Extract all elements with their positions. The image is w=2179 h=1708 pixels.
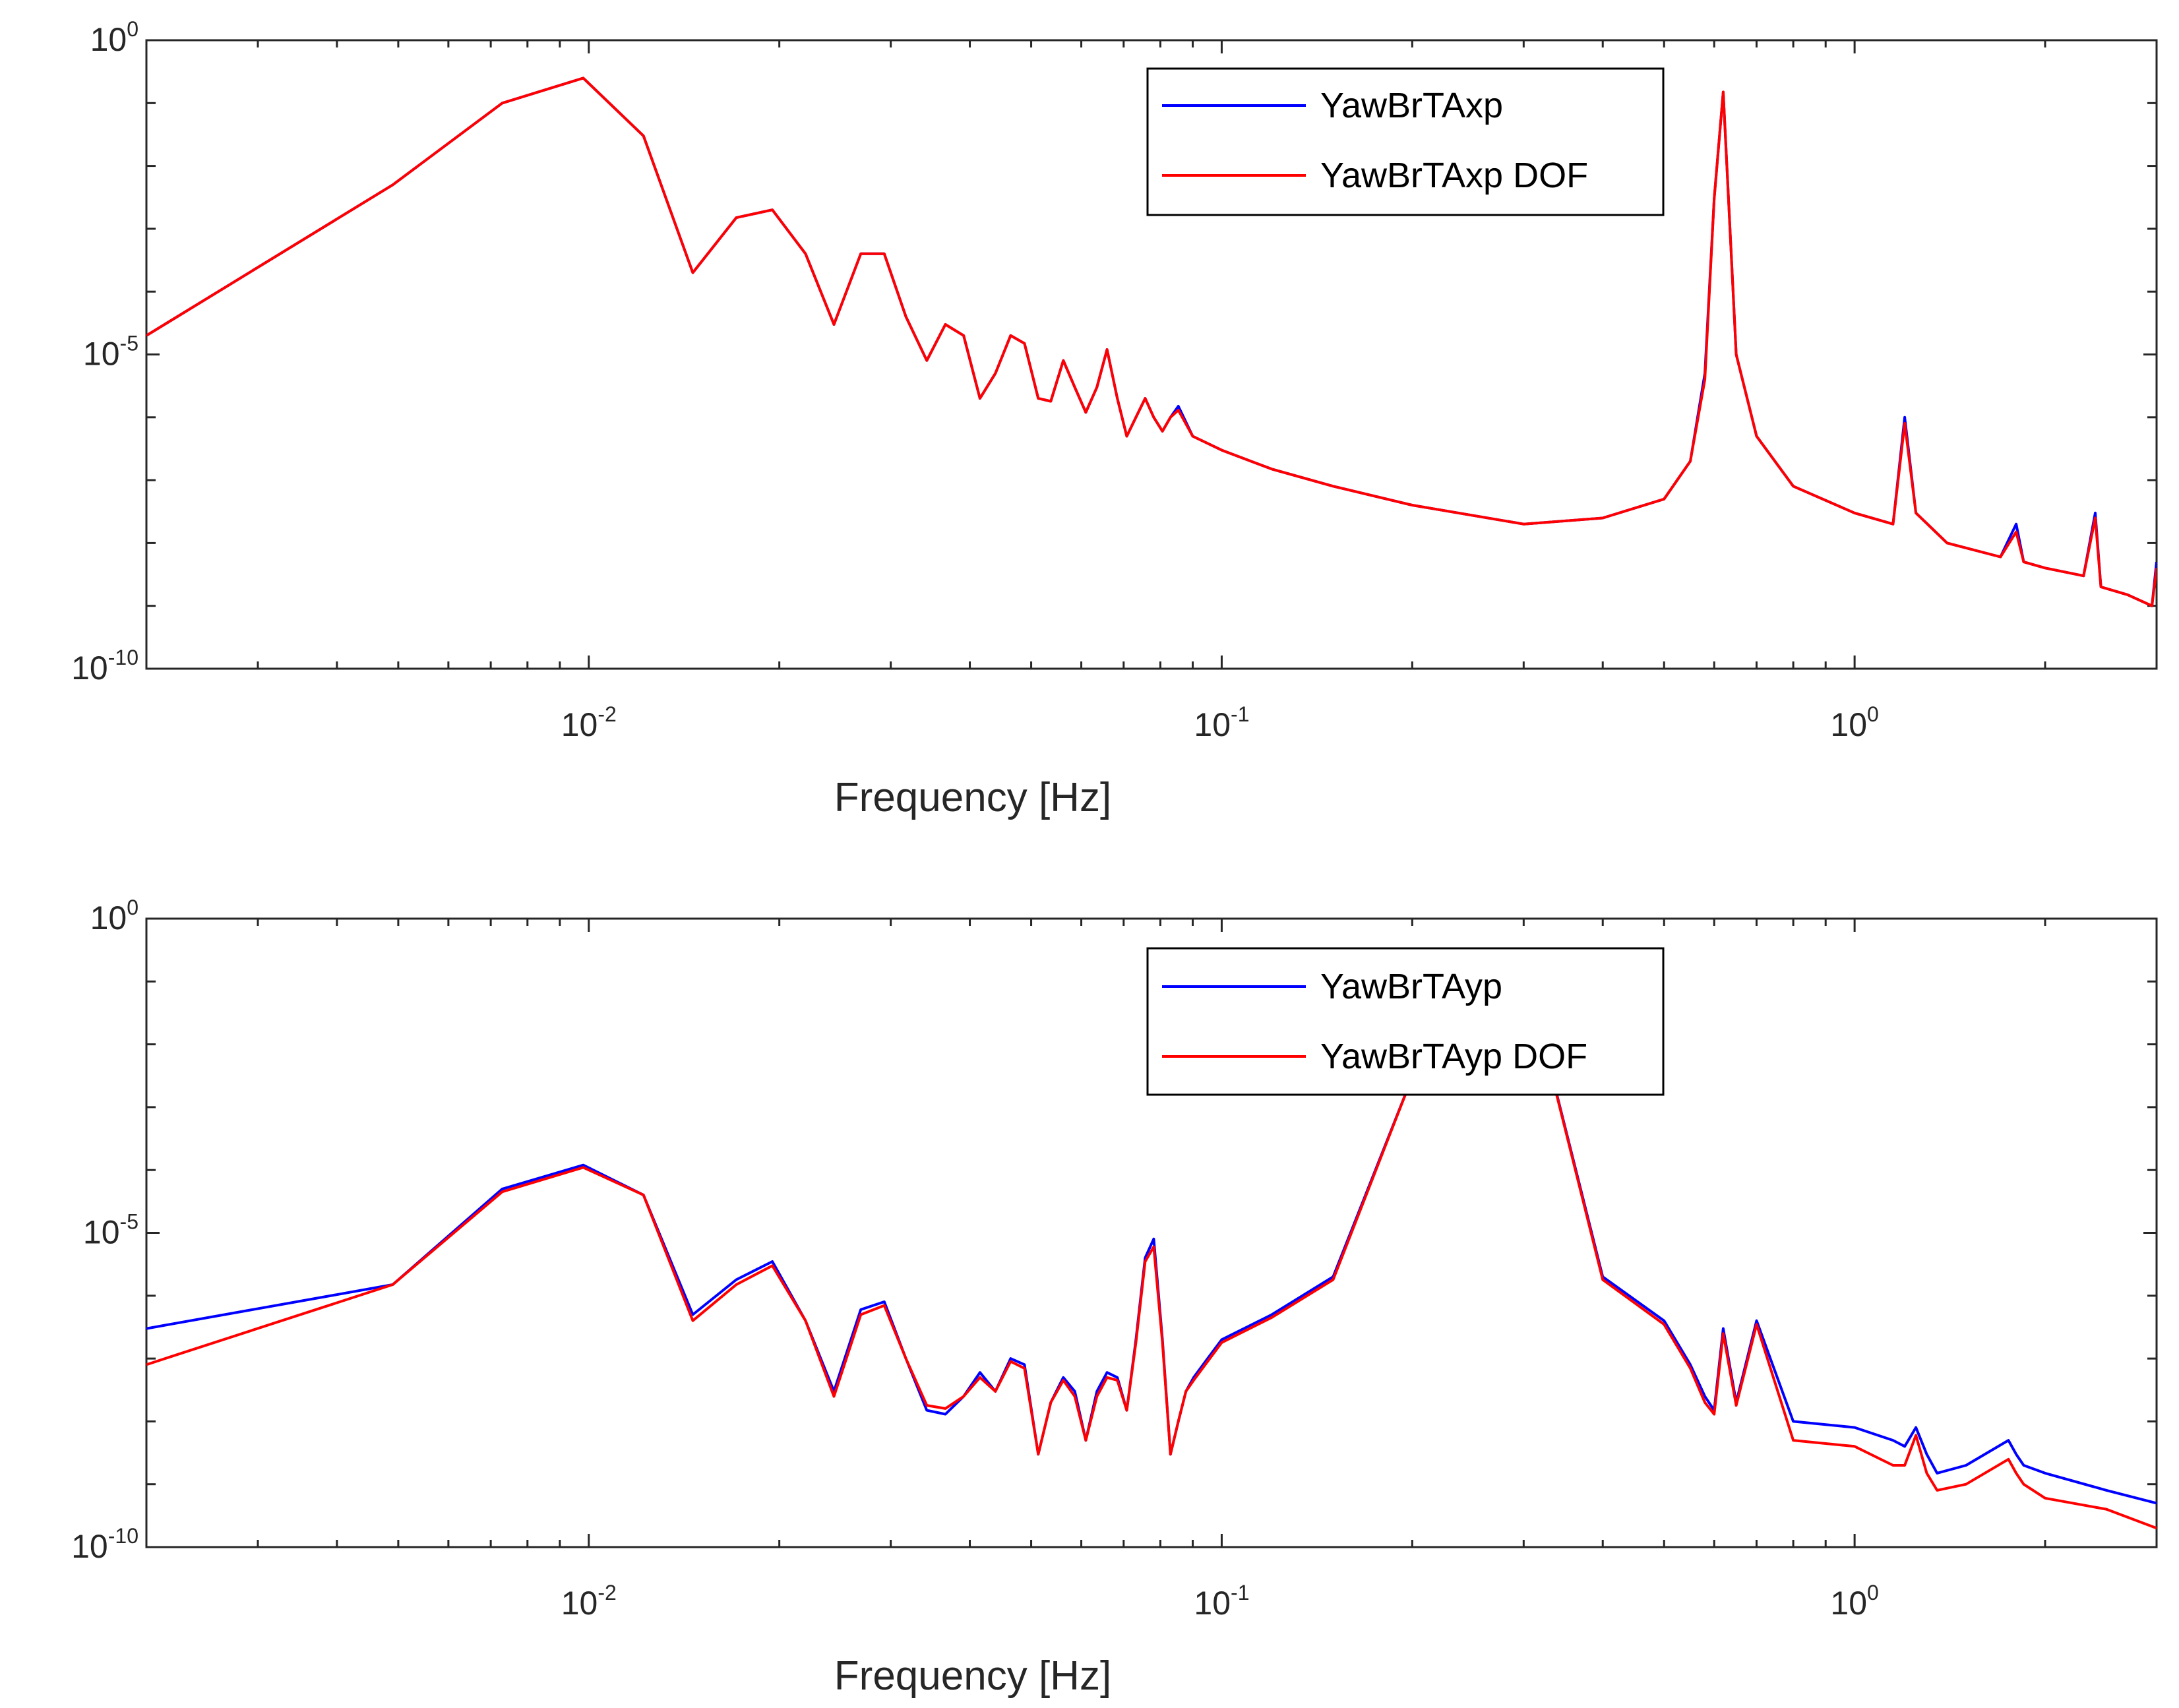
bottom-plot-x-axis-label: Frequency [Hz] xyxy=(834,1653,1111,1699)
bottom-y-tick-label: 10-10 xyxy=(71,1524,138,1565)
bottom-plot-legend-label-1: YawBrTAyp xyxy=(1320,967,1502,1006)
bottom-plot-ticks xyxy=(145,917,2158,1548)
bottom-x-tick-label: 10-1 xyxy=(1194,1581,1249,1622)
top-plot-legend-label-1: YawBrTAxp xyxy=(1320,86,1503,125)
top-plot-series-lines xyxy=(146,76,2157,607)
top-plot-legend-label-2: YawBrTAxp DOF xyxy=(1320,156,1588,195)
bottom-plot-legend-label-2: YawBrTAyp DOF xyxy=(1320,1037,1587,1076)
top-y-tick-label: 10-5 xyxy=(83,332,138,373)
bottom-plot-x-tick-labels: 10-2 10-1 100 xyxy=(561,1581,1879,1622)
top-plot-legend: YawBrTAxp YawBrTAxp DOF xyxy=(1146,67,1665,216)
top-plot-x-axis-label: Frequency [Hz] xyxy=(834,775,1111,820)
top-plot-y-tick-labels: 100 10-5 10-10 xyxy=(71,17,138,686)
top-y-tick-label: 100 xyxy=(90,17,138,58)
top-plot-legend-box xyxy=(1146,67,1665,216)
top-plot-ticks xyxy=(145,39,2158,670)
bottom-plot-legend: YawBrTAyp YawBrTAyp DOF xyxy=(1146,947,1665,1096)
top-x-tick-label: 100 xyxy=(1830,702,1878,743)
top-x-tick-label: 10-2 xyxy=(561,702,617,743)
bottom-x-tick-label: 100 xyxy=(1830,1581,1878,1622)
bottom-y-tick-label: 100 xyxy=(90,896,138,936)
bottom-series-line-red xyxy=(146,961,2157,1530)
top-plot-x-tick-labels: 10-2 10-1 100 xyxy=(561,702,1879,743)
bottom-plot-y-tick-labels: 100 10-5 10-10 xyxy=(71,896,138,1565)
bottom-plot-legend-box xyxy=(1146,947,1665,1096)
bottom-plot-series-lines xyxy=(146,961,2157,1530)
top-series-line-red xyxy=(146,76,2157,607)
bottom-x-tick-label: 10-2 xyxy=(561,1581,617,1622)
top-x-tick-label: 10-1 xyxy=(1194,702,1249,743)
top-y-tick-label: 10-10 xyxy=(71,646,138,686)
bottom-y-tick-label: 10-5 xyxy=(83,1210,138,1251)
